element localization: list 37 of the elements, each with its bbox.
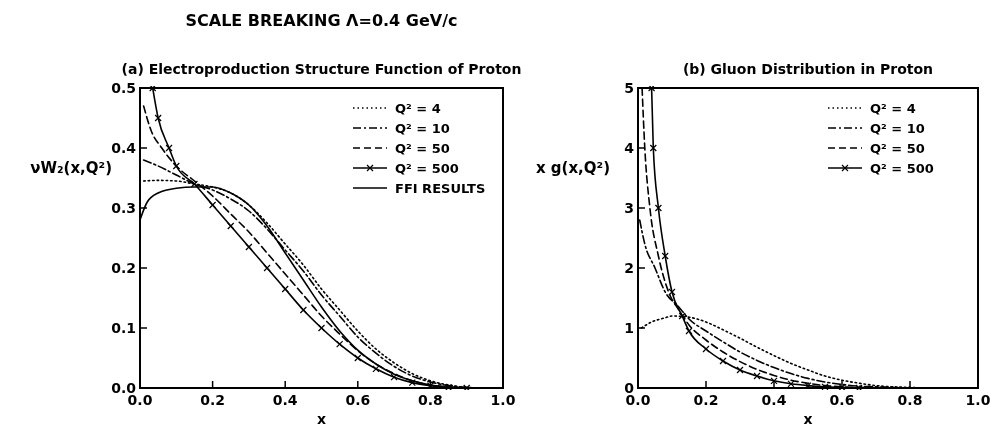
y-tick-label: 1 (624, 320, 634, 336)
x-tick-label: 0.6 (345, 392, 371, 408)
y-tick-label: 0.2 (111, 260, 136, 276)
y-axis-title: x g(x,Q²) (535, 159, 610, 177)
legend-label: Q² = 4 (395, 101, 441, 116)
y-tick-label: 0.5 (111, 80, 136, 96)
y-tick-label: 0.4 (111, 140, 137, 156)
legend-label: Q² = 10 (870, 121, 925, 136)
y-tick-label: 4 (624, 140, 635, 156)
legend-label: Q² = 4 (870, 101, 916, 116)
y-axis-title: νW₂(x,Q²) (30, 159, 112, 177)
chart-title: SCALE BREAKING Λ=0.4 GeV/c (185, 11, 458, 30)
legend-label: Q² = 500 (870, 161, 934, 176)
legend-label: Q² = 50 (870, 141, 925, 156)
y-tick-label: 5 (624, 80, 634, 96)
x-tick-label: 0.4 (761, 392, 787, 408)
chart-title: (b) Gluon Distribution in Proton (682, 61, 934, 77)
y-tick-label: 0.1 (111, 320, 136, 336)
x-tick-label: 1.0 (965, 392, 991, 408)
x-tick-label: 0.2 (693, 392, 719, 408)
legend-label: FFI RESULTS (395, 181, 486, 196)
legend-label: Q² = 50 (395, 141, 450, 156)
y-tick-label: 2 (624, 260, 634, 276)
chart-subtitle: (a) Electroproduction Structure Function of Proton (121, 61, 522, 77)
x-axis-title: x (316, 411, 327, 427)
x-tick-label: 0.8 (417, 392, 443, 408)
x-tick-label: 0.8 (897, 392, 923, 408)
x-tick-label: 0.6 (829, 392, 855, 408)
x-tick-label: 0.2 (200, 392, 226, 408)
legend-label: Q² = 500 (395, 161, 459, 176)
y-tick-label: 0.3 (111, 200, 136, 216)
x-tick-label: 0.4 (272, 392, 298, 408)
x-axis-title: x (803, 411, 813, 427)
y-tick-label: 0 (624, 380, 635, 396)
legend-label: Q² = 10 (395, 121, 450, 136)
y-tick-label: 3 (624, 200, 634, 216)
x-tick-label: 1.0 (490, 392, 516, 408)
